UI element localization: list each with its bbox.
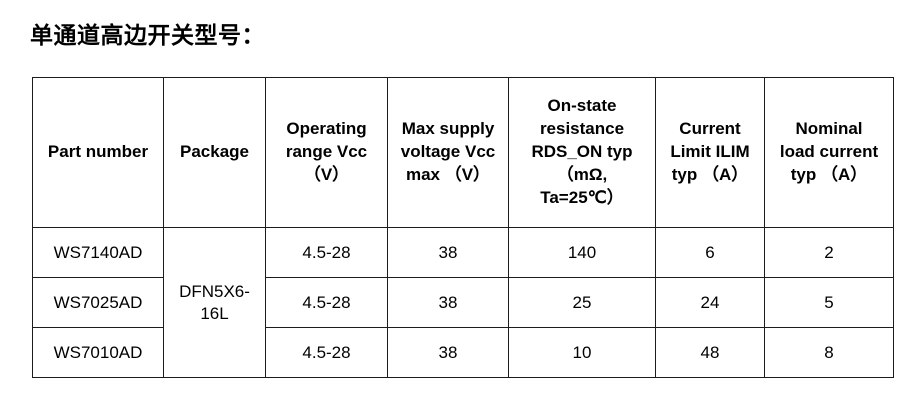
cell-rds-on: 25: [508, 277, 656, 328]
cell-current-limit: 6: [655, 227, 765, 278]
col-header-current-limit: Current Limit ILIM typ （A）: [655, 77, 765, 228]
cell-max-supply-voltage: 38: [387, 327, 509, 378]
cell-part-number: WS7140AD: [32, 227, 164, 278]
cell-package-merged: DFN5X6- 16L: [163, 227, 266, 378]
cell-part-number: WS7010AD: [32, 327, 164, 378]
cell-rds-on: 10: [508, 327, 656, 378]
col-header-part-number: Part number: [32, 77, 164, 228]
col-header-max-supply-voltage: Max supply voltage Vcc max （V）: [387, 77, 509, 228]
col-header-on-state-resistance: On-state resistance RDS_ON typ （mΩ, Ta=2…: [508, 77, 656, 228]
cell-operating-range: 4.5-28: [265, 227, 388, 278]
table-row: WS7140AD DFN5X6- 16L 4.5-28 38 140 6 2: [32, 227, 894, 378]
col-header-nominal-load-current: Nominal load current typ （A）: [764, 77, 894, 228]
cell-nominal-load-current: 5: [764, 277, 894, 328]
cell-operating-range: 4.5-28: [265, 277, 388, 328]
table-header-row: Part number Package Operating range Vcc …: [32, 77, 894, 228]
page-title: 单通道高边开关型号：: [30, 22, 265, 48]
cell-part-number: WS7025AD: [32, 277, 164, 328]
table-row: WS7010AD 4.5-28 38 10 48 8: [32, 327, 894, 378]
table-row: WS7025AD 4.5-28 38 25 24 5: [32, 277, 894, 328]
cell-rds-on: 140: [508, 227, 656, 278]
cell-current-limit: 24: [655, 277, 765, 328]
cell-max-supply-voltage: 38: [387, 277, 509, 328]
cell-max-supply-voltage: 38: [387, 227, 509, 278]
cell-nominal-load-current: 2: [764, 227, 894, 278]
cell-current-limit: 48: [655, 327, 765, 378]
cell-nominal-load-current: 8: [764, 327, 894, 378]
switch-models-table: Part number Package Operating range Vcc …: [32, 77, 894, 378]
col-header-operating-range: Operating range Vcc （V）: [265, 77, 388, 228]
col-header-package: Package: [163, 77, 266, 228]
cell-operating-range: 4.5-28: [265, 327, 388, 378]
